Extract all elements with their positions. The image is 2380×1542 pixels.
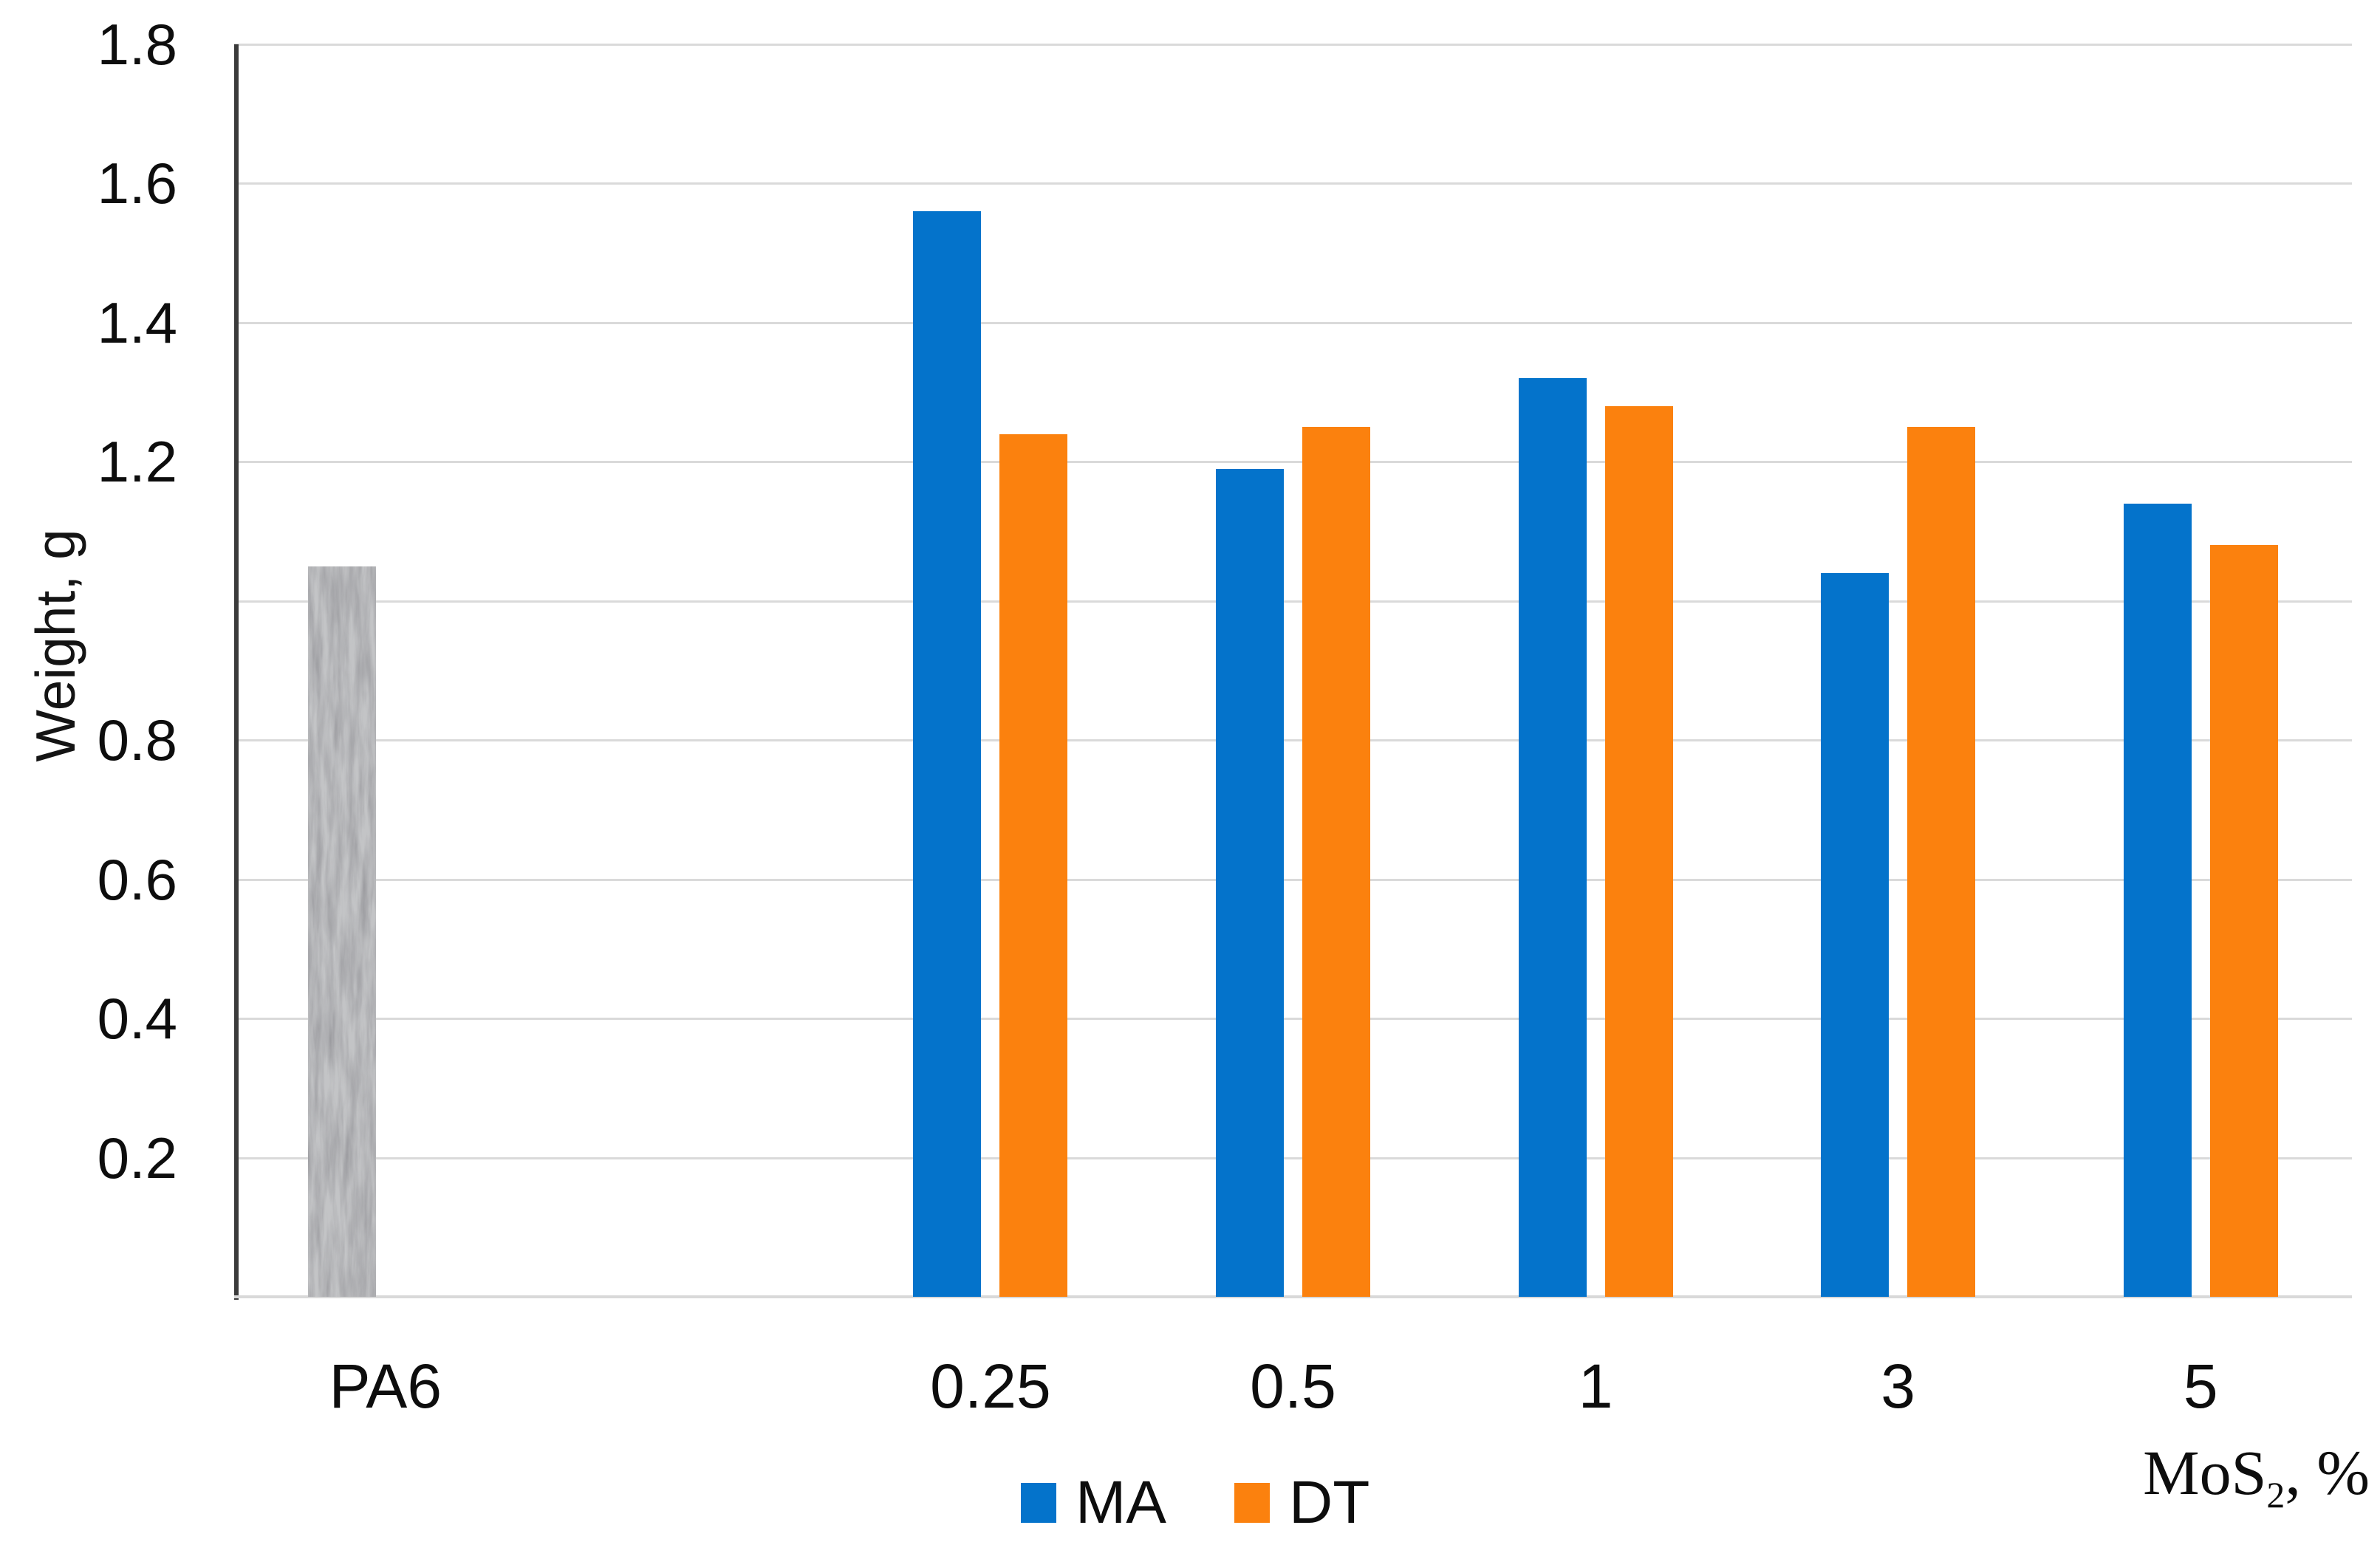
legend: MA DT [1021, 1469, 1370, 1536]
bar-ma-1 [1518, 378, 1587, 1297]
bar-ma-0-5 [1216, 468, 1284, 1297]
category-label-5: 5 [2183, 1351, 2218, 1421]
category-label-0-5: 0.5 [1250, 1351, 1336, 1421]
category-label-1: 1 [1578, 1351, 1613, 1421]
bar-dt-0-25 [999, 434, 1068, 1297]
gridline [234, 182, 2352, 185]
legend-label-dt: DT [1289, 1469, 1370, 1536]
gridline [234, 878, 2352, 881]
y-tick-label: 0.8 [97, 707, 177, 773]
bar-dt-5 [2209, 545, 2278, 1297]
y-tick-label: 1.8 [97, 12, 177, 77]
x-axis-title: MoS2, % [2143, 1436, 2370, 1514]
y-tick-label: 1.2 [97, 429, 177, 495]
bar-pa6-pa6 [308, 566, 377, 1297]
bar-ma-3 [1821, 573, 1890, 1297]
gridline [234, 44, 2352, 46]
category-label-3: 3 [1881, 1351, 1915, 1421]
pa6-bar-texture [308, 566, 377, 1297]
x-axis-title-subscript: 2 [2266, 1475, 2285, 1516]
bar-dt-3 [1907, 427, 1976, 1297]
ma-color-swatch-icon [1021, 1483, 1056, 1523]
gridline [234, 1156, 2352, 1159]
y-axis-line [234, 44, 239, 1300]
y-tick-label: 0.4 [97, 986, 177, 1052]
dt-color-swatch-icon [1234, 1483, 1270, 1523]
plot-area [234, 44, 2352, 1300]
y-tick-label: 0.2 [97, 1125, 177, 1190]
bar-ma-5 [2123, 503, 2192, 1297]
bar-ma-0-25 [913, 211, 982, 1297]
legend-item-dt: DT [1234, 1469, 1370, 1536]
y-tick-label: 0.6 [97, 846, 177, 912]
category-label-0-25: 0.25 [930, 1351, 1051, 1421]
legend-item-ma: MA [1021, 1469, 1166, 1536]
x-axis-title-prefix: MoS [2143, 1437, 2267, 1508]
category-label-pa6: PA6 [329, 1351, 442, 1421]
gridline [234, 1018, 2352, 1021]
x-axis-baseline [234, 1295, 2352, 1298]
bar-dt-0-5 [1302, 427, 1370, 1297]
legend-label-ma: MA [1076, 1469, 1166, 1536]
gridline [234, 600, 2352, 603]
gridline [234, 739, 2352, 742]
x-axis-title-suffix: , % [2285, 1437, 2370, 1508]
gridline [234, 321, 2352, 324]
gridline [234, 461, 2352, 464]
y-tick-label: 1.6 [97, 151, 177, 216]
bar-dt-1 [1604, 405, 1673, 1297]
y-tick-label: 1.4 [97, 289, 177, 355]
